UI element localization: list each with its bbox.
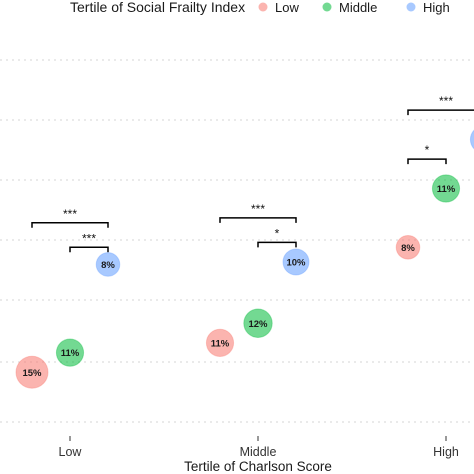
bubble-low-middle: 11% [55,338,85,367]
legend-label-low: Low [275,0,299,15]
x-tick-label-high: High [433,445,459,459]
bubble-mark-4 [205,328,235,357]
bubble-label-4: 11% [211,338,230,349]
bubble-high-low: 8% [395,235,421,260]
x-tick-label-low: Low [59,445,83,459]
legend: Tertile of Social Frailty Index Low Middl… [70,0,450,15]
significance-label-2: *** [82,231,96,245]
bubble-label-7: 8% [401,243,415,254]
significance-label-3: *** [251,202,265,216]
legend-key-high [406,2,416,12]
bubble-mark-7 [395,235,421,260]
x-tick-label-middle: Middle [240,445,277,459]
bubble-low-high: 8% [95,252,121,277]
bubble-mark-5 [243,308,273,338]
significance-label-1: *** [63,207,77,221]
bubble-low-low: 15% [15,355,49,389]
significance-bracket-1 [31,222,109,228]
significance-bracket-2 [69,246,109,253]
legend-entry-middle: Middle [322,0,377,15]
significance-bracket-3 [219,217,297,223]
significance-label-5: *** [439,94,453,108]
significance-label-4: * [275,226,280,240]
bubble-label-6: 10% [286,258,306,269]
legend-title: Tertile of Social Frailty Index [70,0,245,15]
bubble-mark-6 [282,248,310,276]
bubble-high-high [469,129,474,150]
legend-key-middle [322,2,332,12]
bubble-mark-8 [431,174,461,203]
bubble-label-3: 8% [101,260,115,271]
x-axis-title: Tertile of Charlson Score [184,459,332,474]
legend-label-middle: Middle [339,0,377,15]
bubble-middle-high: 10% [282,248,310,276]
bubble-label-1: 15% [22,368,42,379]
bubble-mark-3 [95,252,121,277]
significance-bracket-6 [407,158,447,165]
significance-bracket-5 [407,109,474,116]
significance-label-6: * [425,143,430,157]
bubble-high-middle: 11% [431,174,461,203]
legend-key-low [258,2,268,12]
bubble-label-5: 12% [248,319,268,330]
bubble-mark-9 [469,129,474,150]
bubble-label-8: 11% [437,184,456,195]
bubble-mark-2 [55,338,85,367]
bubble-middle-middle: 12% [243,308,273,338]
legend-entry-high: High [406,0,450,15]
bubble-middle-low: 11% [205,328,235,357]
significance-bracket-4 [257,241,297,248]
legend-label-high: High [423,0,450,15]
legend-entry-low: Low [258,0,299,15]
bubble-label-2: 11% [61,348,80,359]
bubble-mark-1 [15,355,49,389]
